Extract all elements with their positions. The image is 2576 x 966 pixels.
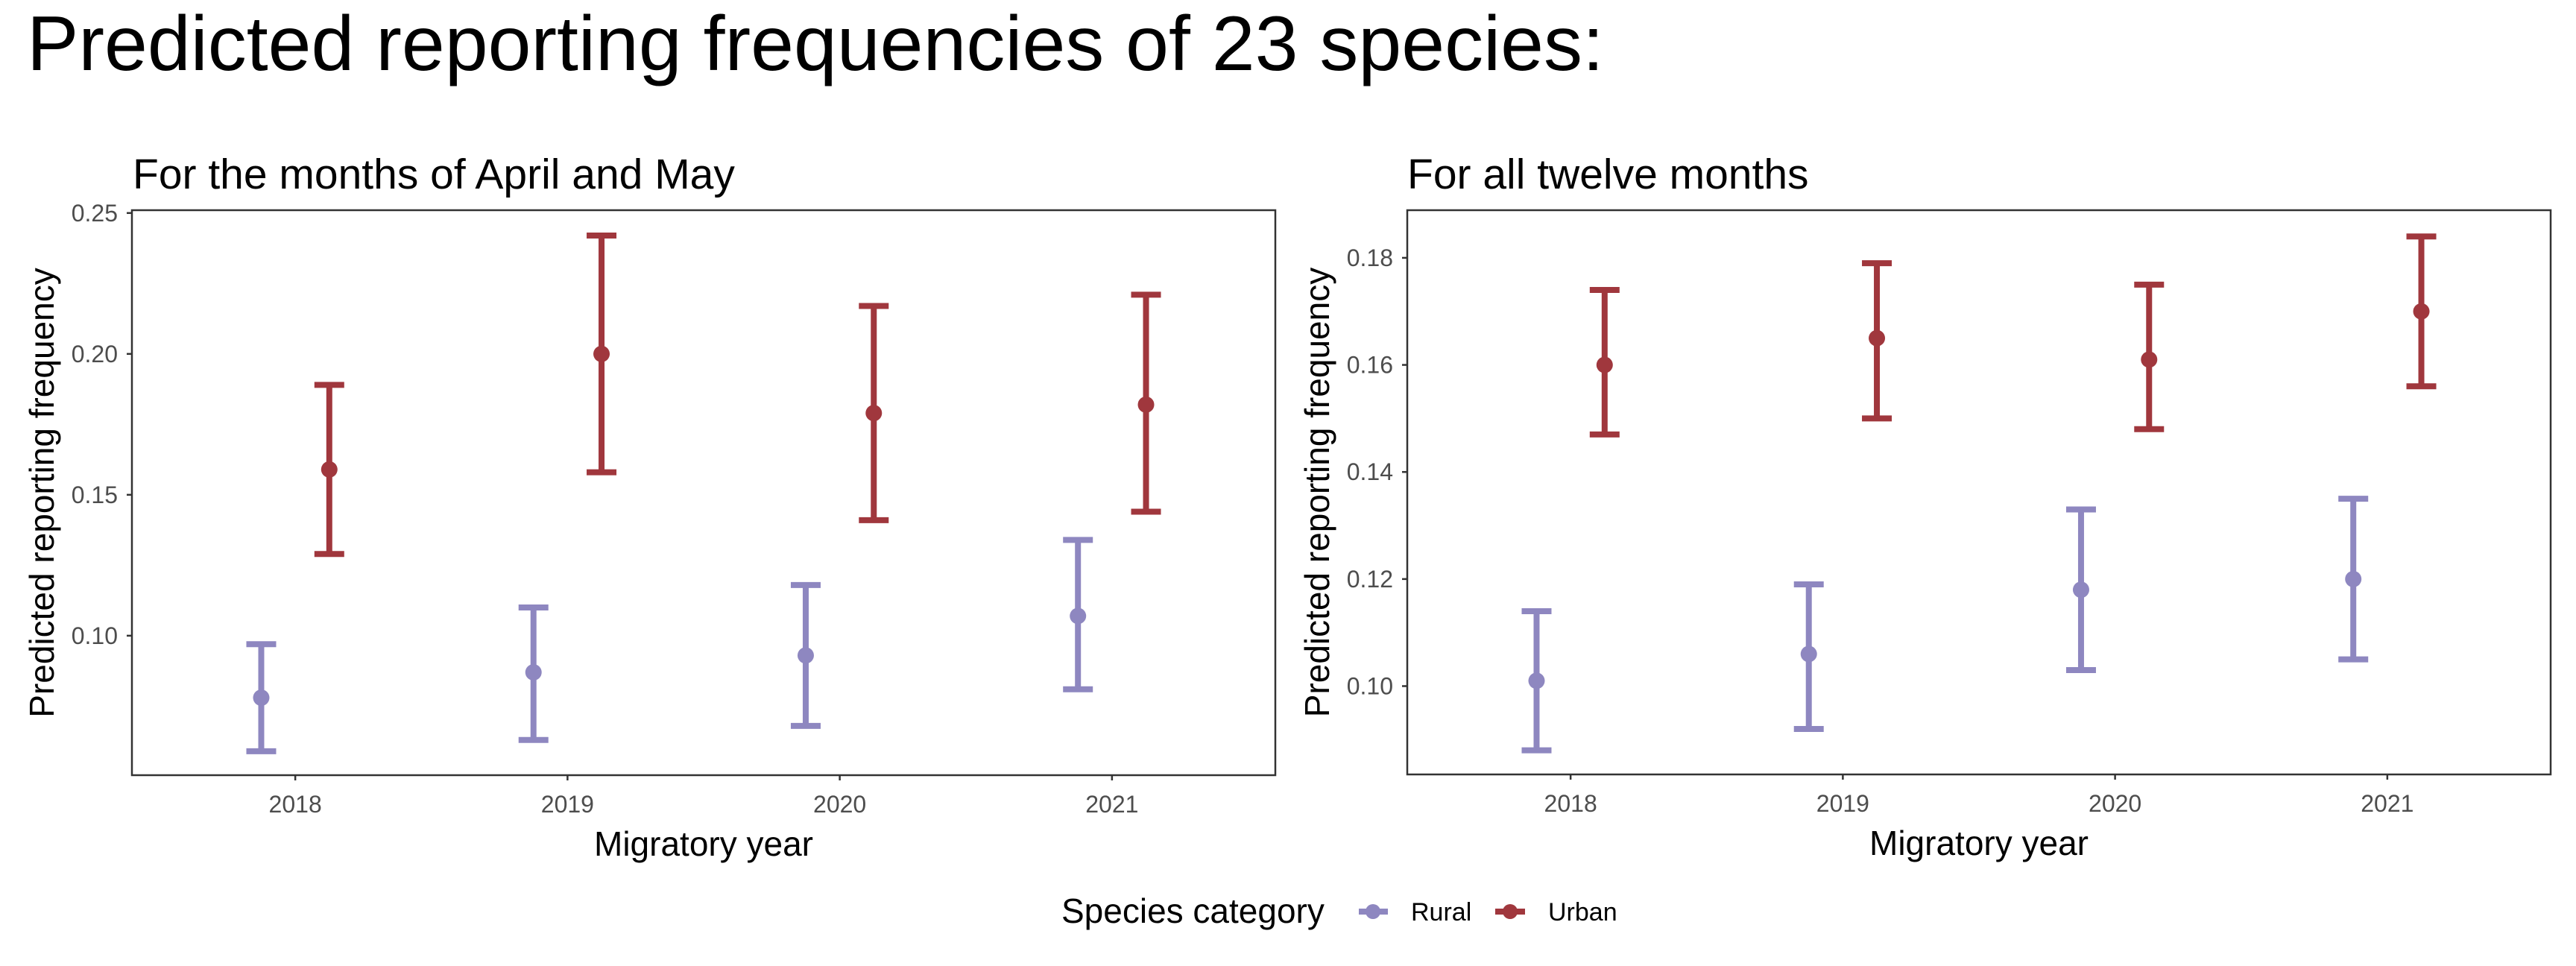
data-point bbox=[593, 345, 610, 362]
data-point bbox=[2413, 303, 2430, 320]
legend-item-rural: Rural bbox=[1359, 898, 1471, 926]
y-tick-label: 0.10 bbox=[72, 622, 118, 649]
series-rural bbox=[246, 537, 1093, 754]
legend-label-rural: Rural bbox=[1411, 898, 1471, 926]
y-tick-label: 0.18 bbox=[1347, 244, 1393, 271]
data-point bbox=[797, 647, 814, 664]
data-point bbox=[2141, 351, 2158, 368]
data-point bbox=[1800, 645, 1817, 663]
data-point bbox=[525, 664, 542, 681]
y-tick-label: 0.20 bbox=[72, 341, 118, 367]
x-tick-label: 2021 bbox=[2361, 790, 2414, 817]
data-point bbox=[321, 461, 338, 478]
data-point bbox=[1869, 329, 1886, 347]
y-tick-label: 0.14 bbox=[1347, 458, 1393, 485]
y-tick-label: 0.15 bbox=[72, 482, 118, 508]
data-point bbox=[2072, 581, 2089, 599]
data-point bbox=[1596, 356, 1613, 373]
panel-title: For all twelve months bbox=[1407, 151, 1809, 198]
data-point bbox=[865, 405, 883, 422]
x-tick-label: 2019 bbox=[541, 791, 594, 818]
x-axis-title: Migratory year bbox=[594, 824, 813, 863]
panel-all-months: For all twelve months 0.10 0.12 0.14 0.16 0.1… bbox=[1298, 151, 2552, 862]
panel-title: For the months of April and May bbox=[133, 151, 735, 198]
x-tick-label: 2019 bbox=[1816, 790, 1869, 817]
data-point bbox=[1137, 396, 1155, 413]
panel-border bbox=[1406, 209, 2552, 776]
legend-key-rural-point bbox=[1366, 904, 1380, 919]
legend: Species category Rural Urban bbox=[1061, 891, 1617, 930]
data-point bbox=[253, 689, 270, 707]
x-tick-label: 2018 bbox=[1544, 790, 1597, 817]
data-point bbox=[1070, 607, 1087, 625]
series-urban bbox=[314, 233, 1161, 558]
y-tick-label: 0.25 bbox=[72, 200, 118, 227]
x-axis-title: Migratory year bbox=[1869, 824, 2089, 862]
legend-label-urban: Urban bbox=[1548, 898, 1617, 926]
y-axis-title: Predicted reporting frequency bbox=[1298, 268, 1336, 717]
x-tick-label: 2018 bbox=[269, 791, 322, 818]
legend-key-urban-point bbox=[1503, 904, 1518, 919]
y-axis-title: Predicted reporting frequency bbox=[22, 268, 61, 717]
legend-title: Species category bbox=[1061, 891, 1325, 930]
panel-april-may: For the months of April and May 0.10 0.15 0… bbox=[22, 151, 1277, 863]
figure-title: Predicted reporting frequencies of 23 sp… bbox=[27, 1, 1604, 87]
x-tick-label: 2021 bbox=[1085, 791, 1138, 818]
legend-item-urban: Urban bbox=[1495, 898, 1617, 926]
x-tick-label: 2020 bbox=[813, 791, 866, 818]
series-rural bbox=[1521, 496, 2369, 754]
data-point bbox=[1528, 672, 1545, 689]
y-tick-label: 0.10 bbox=[1347, 672, 1393, 699]
y-tick-label: 0.16 bbox=[1347, 352, 1393, 379]
panel-border bbox=[130, 209, 1277, 777]
series-urban bbox=[1589, 233, 2437, 438]
y-tick-label: 0.12 bbox=[1347, 566, 1393, 593]
x-tick-label: 2020 bbox=[2089, 790, 2141, 817]
data-point bbox=[2345, 570, 2362, 587]
